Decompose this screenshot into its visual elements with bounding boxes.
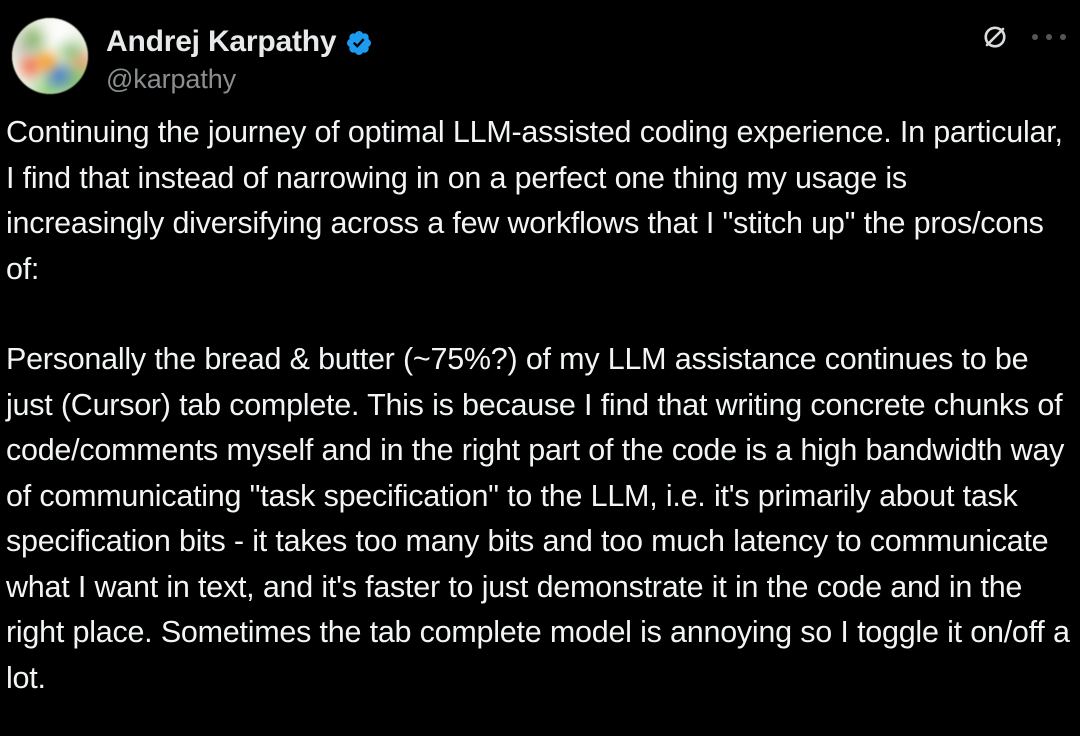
- more-dot: [1060, 34, 1066, 40]
- more-dot: [1032, 34, 1038, 40]
- tweet-paragraph: Personally the bread & butter (~75%?) of…: [6, 342, 1070, 695]
- header-actions: [980, 22, 1066, 52]
- tweet-paragraph: Continuing the journey of optimal LLM-as…: [6, 115, 1063, 286]
- verified-badge-icon: [345, 29, 373, 57]
- author-display-name[interactable]: Andrej Karpathy: [106, 25, 337, 58]
- avatar-image: [12, 18, 88, 94]
- author-name-row: Andrej Karpathy: [106, 25, 373, 58]
- grok-icon[interactable]: [980, 22, 1010, 52]
- author-handle[interactable]: @karpathy: [106, 64, 237, 95]
- more-options-icon[interactable]: [1032, 28, 1066, 46]
- tweet-text: Continuing the journey of optimal LLM-as…: [0, 110, 1080, 701]
- more-dot: [1046, 34, 1052, 40]
- avatar[interactable]: [12, 18, 88, 94]
- author-identity: Andrej Karpathy @karpathy: [106, 14, 373, 95]
- tweet-header: Andrej Karpathy @karpathy: [0, 0, 1080, 104]
